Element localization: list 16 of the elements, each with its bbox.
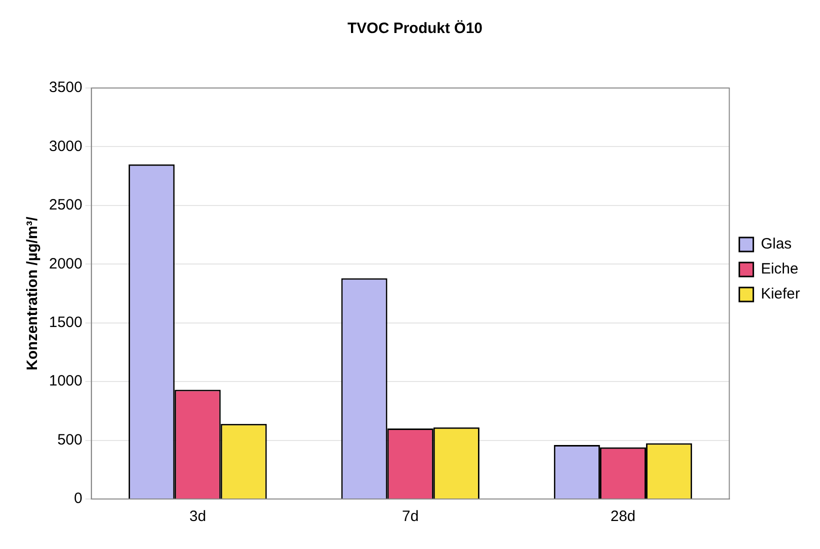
y-tick-label: 3000 <box>48 138 82 155</box>
x-tick-label: 7d <box>402 508 419 526</box>
legend-label: Glas <box>760 236 792 253</box>
legend-label: Kiefer <box>760 286 800 303</box>
y-tick-label: 500 <box>57 431 82 448</box>
y-tick-label: 2000 <box>48 255 82 272</box>
y-axis-title: Konzentration /µg/m³/ <box>24 216 42 370</box>
y-tick-label: 0 <box>74 490 82 508</box>
chart-title: TVOC Produkt Ö10 <box>347 20 483 38</box>
legend-label: Eiche <box>760 260 798 278</box>
x-tick-label: 3d <box>189 508 206 526</box>
x-tick-label: 28d <box>610 508 636 526</box>
y-tick-label: 2500 <box>48 196 82 214</box>
y-tick-label: 1500 <box>48 314 82 331</box>
y-tick-label: 3500 <box>48 79 82 96</box>
y-tick-label: 1000 <box>48 372 82 390</box>
